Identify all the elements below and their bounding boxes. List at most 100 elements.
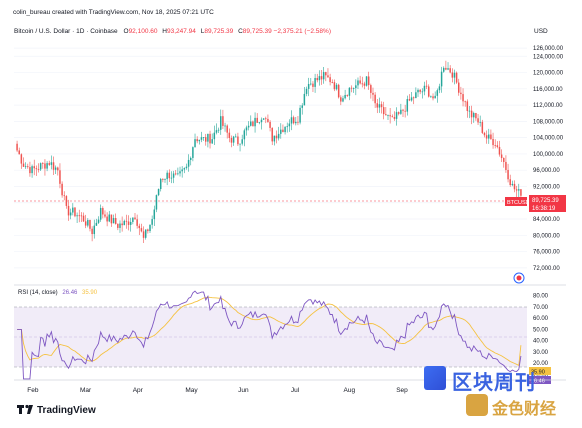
candle-body[interactable] <box>232 136 235 143</box>
candle-body[interactable] <box>181 169 183 172</box>
candle-body[interactable] <box>267 118 269 122</box>
candle-body[interactable] <box>172 173 175 178</box>
candle-body[interactable] <box>194 139 196 148</box>
candle-body[interactable] <box>382 107 385 115</box>
candle-body[interactable] <box>99 208 102 220</box>
candle-body[interactable] <box>320 76 323 80</box>
candle-body[interactable] <box>333 82 336 90</box>
candle-body[interactable] <box>337 84 340 98</box>
candle-body[interactable] <box>479 121 481 123</box>
candle-body[interactable] <box>395 112 398 119</box>
candle-body[interactable] <box>316 77 318 81</box>
candle-body[interactable] <box>488 134 490 139</box>
candle-body[interactable] <box>170 177 173 179</box>
candle-body[interactable] <box>419 89 421 92</box>
candle-body[interactable] <box>415 92 417 99</box>
candlesticks[interactable] <box>16 60 522 244</box>
candle-body[interactable] <box>179 171 181 174</box>
candle-body[interactable] <box>215 130 218 133</box>
candle-body[interactable] <box>391 116 394 118</box>
candle-body[interactable] <box>357 80 359 86</box>
candle-body[interactable] <box>271 127 273 142</box>
candle-body[interactable] <box>256 117 258 123</box>
candle-body[interactable] <box>183 168 186 170</box>
candle-body[interactable] <box>393 116 396 119</box>
candle-body[interactable] <box>273 135 276 142</box>
candle-body[interactable] <box>423 85 426 92</box>
candle-body[interactable] <box>451 72 454 78</box>
candle-body[interactable] <box>117 223 119 228</box>
candle-body[interactable] <box>147 229 149 232</box>
candle-body[interactable] <box>52 162 55 170</box>
candle-body[interactable] <box>436 90 439 96</box>
candle-body[interactable] <box>237 136 239 145</box>
candle-body[interactable] <box>520 189 522 196</box>
candle-body[interactable] <box>29 167 31 174</box>
candle-body[interactable] <box>307 83 310 89</box>
candle-body[interactable] <box>239 143 241 145</box>
candle-body[interactable] <box>350 87 353 89</box>
candle-body[interactable] <box>464 101 466 103</box>
candle-body[interactable] <box>166 172 168 180</box>
candle-body[interactable] <box>217 129 220 131</box>
candle-body[interactable] <box>346 94 349 96</box>
candle-body[interactable] <box>397 112 400 114</box>
candle-body[interactable] <box>457 82 460 93</box>
candle-body[interactable] <box>406 99 409 112</box>
candle-body[interactable] <box>202 137 205 138</box>
candle-body[interactable] <box>114 218 117 224</box>
candle-body[interactable] <box>33 166 35 169</box>
candle-body[interactable] <box>46 163 48 169</box>
candle-body[interactable] <box>483 132 486 136</box>
candle-body[interactable] <box>327 75 329 78</box>
candle-body[interactable] <box>361 83 364 85</box>
candle-body[interactable] <box>144 229 147 238</box>
candle-body[interactable] <box>374 94 376 104</box>
candle-body[interactable] <box>108 214 111 222</box>
candle-body[interactable] <box>352 88 355 89</box>
candle-body[interactable] <box>69 212 72 216</box>
candle-body[interactable] <box>475 112 477 119</box>
candle-body[interactable] <box>329 77 331 83</box>
candle-body[interactable] <box>174 173 177 175</box>
candle-body[interactable] <box>290 117 293 124</box>
candle-body[interactable] <box>87 220 89 226</box>
candle-body[interactable] <box>280 129 282 134</box>
candle-body[interactable] <box>301 105 303 108</box>
candle-body[interactable] <box>198 139 201 142</box>
candle-body[interactable] <box>468 110 471 112</box>
candle-body[interactable] <box>106 216 108 222</box>
candle-body[interactable] <box>44 163 46 169</box>
candle-body[interactable] <box>204 137 207 142</box>
candle-body[interactable] <box>511 183 514 186</box>
candle-body[interactable] <box>209 133 211 144</box>
candle-body[interactable] <box>22 163 25 167</box>
candle-body[interactable] <box>59 170 61 184</box>
candle-body[interactable] <box>196 139 198 142</box>
candle-body[interactable] <box>254 117 256 127</box>
candle-body[interactable] <box>127 221 130 225</box>
candle-body[interactable] <box>427 86 430 97</box>
candle-body[interactable] <box>370 85 372 93</box>
candle-body[interactable] <box>335 84 338 90</box>
candle-body[interactable] <box>303 93 306 106</box>
candle-body[interactable] <box>27 166 29 168</box>
candle-body[interactable] <box>42 163 44 164</box>
candle-body[interactable] <box>412 97 415 99</box>
candle-body[interactable] <box>258 122 261 124</box>
candle-body[interactable] <box>67 205 70 216</box>
candle-body[interactable] <box>243 130 246 140</box>
candle-body[interactable] <box>515 189 518 191</box>
candle-body[interactable] <box>322 72 325 80</box>
candle-body[interactable] <box>410 97 413 101</box>
candle-body[interactable] <box>16 143 18 151</box>
candle-body[interactable] <box>140 228 143 232</box>
candle-body[interactable] <box>496 145 499 147</box>
candle-body[interactable] <box>192 147 194 158</box>
candle-body[interactable] <box>39 163 42 170</box>
candle-body[interactable] <box>153 209 156 220</box>
candle-body[interactable] <box>344 94 346 99</box>
candle-body[interactable] <box>247 125 250 128</box>
candle-body[interactable] <box>222 116 224 126</box>
candle-body[interactable] <box>74 207 76 217</box>
